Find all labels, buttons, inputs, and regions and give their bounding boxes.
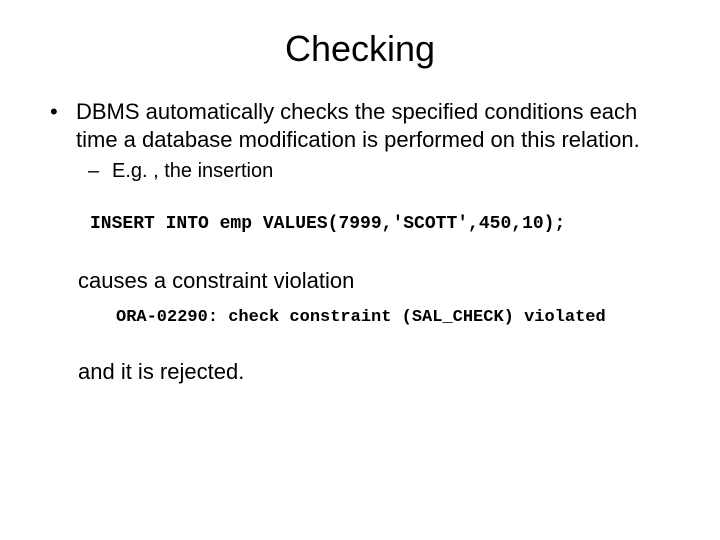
body-text-1: causes a constraint violation [78, 268, 680, 294]
bullet-text-l1: DBMS automatically checks the specified … [76, 98, 680, 153]
slide: Checking • DBMS automatically checks the… [0, 0, 720, 540]
bullet-level-2: – E.g. , the insertion [88, 159, 680, 184]
code-insert-statement: INSERT INTO emp VALUES(7999,'SCOTT',450,… [90, 214, 680, 234]
bullet-level-1: • DBMS automatically checks the specifie… [48, 98, 680, 153]
bullet-marker-l1: • [48, 98, 76, 153]
bullet-text-l2: E.g. , the insertion [112, 159, 680, 184]
bullet-marker-l2: – [88, 159, 112, 184]
slide-title: Checking [40, 28, 680, 70]
code-error-message: ORA-02290: check constraint (SAL_CHECK) … [116, 308, 680, 327]
body-text-2: and it is rejected. [78, 359, 680, 385]
